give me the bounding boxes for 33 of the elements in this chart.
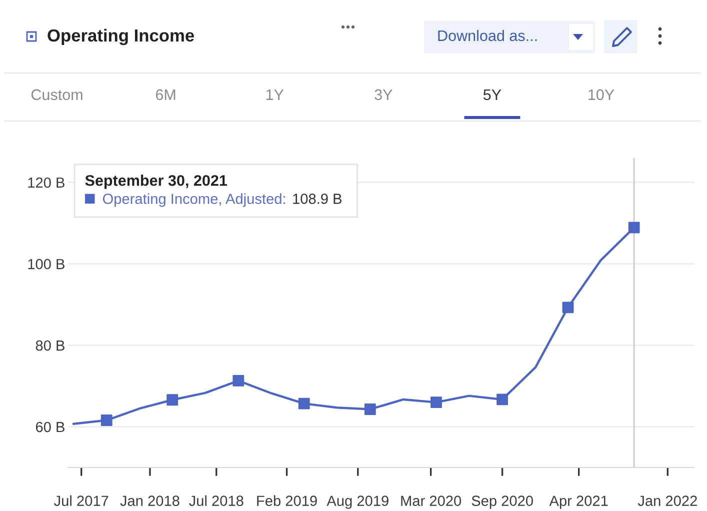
- text: Custom: [31, 89, 82, 100]
- x-tick-label: Feb 2019: [257, 495, 317, 506]
- y-tick-label: 80 B: [36, 340, 64, 351]
- point: [364, 404, 376, 415]
- point: [100, 414, 112, 426]
- x-tick-label: Jan 2018: [120, 496, 180, 506]
- text: 6M: [156, 89, 176, 100]
- x-tick-label: Aug 2019: [326, 496, 388, 509]
- text: 3Y: [374, 89, 392, 100]
- annotation: 108.9 B: [293, 194, 342, 204]
- chart-title: Operating Income: [48, 28, 194, 46]
- x-tick-label: Jul 2018: [189, 495, 244, 506]
- text: 10Y: [588, 89, 614, 100]
- point: [298, 398, 310, 410]
- x-tick-label: Jan 2022: [638, 496, 697, 506]
- y-tick-label: 120 B: [28, 177, 64, 188]
- y-tick-label: 100 B: [28, 258, 64, 270]
- legend-title: September 30, 2021: [85, 174, 228, 189]
- y-tick-label: 60 B: [36, 422, 64, 432]
- text: Download as...: [438, 30, 537, 42]
- text: 5Y: [483, 89, 502, 100]
- point: [430, 396, 442, 408]
- point: [562, 302, 574, 314]
- x-tick-label: Jul 2017: [54, 495, 108, 506]
- point: [496, 394, 508, 406]
- x-tick-label: Apr 2021: [549, 496, 608, 509]
- text: 1Y: [266, 89, 284, 100]
- point: [628, 222, 640, 234]
- x-tick-label: Mar 2020: [401, 496, 462, 506]
- legend-label: Operating Income, Adjusted:: [102, 193, 285, 207]
- x-tick-label: Sep 2020: [472, 496, 533, 509]
- point: [232, 375, 244, 386]
- point: [166, 394, 178, 406]
